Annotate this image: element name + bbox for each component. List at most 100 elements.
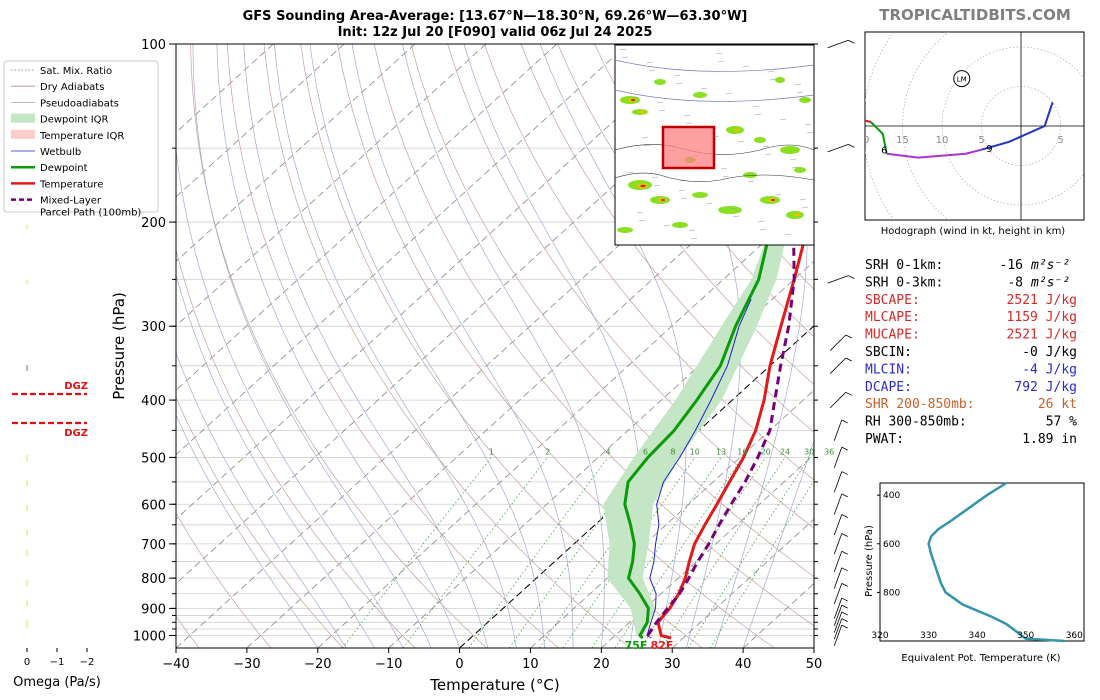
inset-wind-mark [804, 123, 812, 126]
chart-title-line1: GFS Sounding Area-Average: [13.67°N—18.3… [243, 9, 748, 24]
inset-wind-mark [796, 91, 804, 94]
storm-motion-marker [953, 70, 971, 88]
precip-blob [672, 222, 688, 228]
theta-e-x-tick-label: 350 [1017, 631, 1034, 641]
y-tick-label: 500 [141, 451, 166, 466]
zero-isotherm [459, 325, 814, 648]
y-tick-label: 100 [141, 38, 166, 53]
mixing-ratio-label: 20 [761, 447, 771, 456]
hodograph-segment [886, 148, 982, 159]
legend-label: Temperature IQR [39, 131, 124, 142]
mixing-ratio-line [538, 457, 674, 648]
stat-value: 2521 J/kg [1007, 293, 1077, 308]
isotherm [176, 44, 416, 262]
dry-adiabat [557, 44, 814, 385]
surface-dewpoint-label: 75F [625, 639, 648, 652]
wind-barb [833, 493, 848, 515]
x-tick-label: 50 [806, 657, 823, 672]
stat-label: SRH 0-1km: [865, 258, 943, 273]
dry-adiabat [190, 44, 487, 648]
stat-row: RH 300-850mb: 57 % [865, 415, 1077, 430]
inset-wind-mark [806, 131, 814, 134]
hodograph-caption: Hodograph (wind in kt, height in km) [881, 226, 1066, 237]
dry-adiabat [176, 512, 272, 648]
dgz-label: DGZ [64, 428, 88, 439]
precip-blob [692, 192, 708, 198]
stat-value: -16 [1000, 258, 1023, 273]
inset-wind-mark [648, 69, 656, 72]
stat-row: PWAT: 1.89 in [865, 432, 1077, 447]
dgz-label: DGZ [64, 381, 88, 392]
dry-adiabat [226, 44, 559, 648]
wind-barb [833, 597, 848, 619]
stat-label: MLCIN: [865, 362, 912, 377]
pseudoadiabat [539, 44, 687, 648]
stat-row: DCAPE: 792 J/kg [865, 380, 1077, 395]
y-tick-label: 800 [141, 572, 166, 587]
stat-row: SRH 0-3km: -8 m²s⁻² [865, 275, 1070, 290]
inset-wind-mark [688, 229, 696, 232]
wind-barb [833, 533, 848, 555]
mixing-ratio-line [591, 457, 722, 648]
isotherm [176, 44, 345, 198]
legend-item: Wetbulb [11, 147, 81, 158]
wind-barbs [827, 39, 855, 646]
pseudoadiabat [243, 44, 489, 648]
stat-row: MUCAPE: 2521 J/kg [865, 328, 1077, 343]
inset-wind-mark [759, 228, 767, 231]
inset-wind-mark [722, 175, 730, 178]
stat-unit: m²s⁻² [1030, 258, 1070, 273]
y-tick-label: 400 [141, 394, 166, 409]
inset-wind-mark [794, 83, 802, 86]
legend-item: Temperature [11, 179, 103, 190]
inset-wind-mark [646, 61, 654, 64]
stat-label: RH 300-850mb: [865, 415, 967, 430]
mixing-ratio-line [640, 457, 767, 648]
theta-e-line [927, 481, 1065, 643]
legend-label: Dewpoint [40, 163, 88, 174]
mixing-ratio-label: 24 [780, 447, 790, 456]
theta-e-y-tick-label: 600 [883, 540, 900, 550]
dry-adiabat [337, 44, 775, 648]
pseudoadiabat [176, 351, 347, 648]
stat-value: -4 J/kg [1022, 362, 1077, 377]
dry-adiabat [520, 44, 814, 433]
hodograph-height-label: 1 [836, 98, 842, 109]
stat-row: SBCAPE: 2521 J/kg [865, 293, 1077, 308]
wind-barb [827, 144, 855, 153]
inset-wind-mark [621, 56, 629, 59]
isotherm [176, 44, 487, 327]
omega-tick-label: −2 [80, 657, 95, 668]
inset-wind-mark [663, 224, 671, 227]
legend-item: Dry Adiabats [11, 82, 104, 93]
stat-row: SHR 200-850mb: 26 kt [865, 397, 1077, 412]
wind-barb [829, 357, 852, 374]
hodograph: 20 15 10 5 5 1 23 6 9 LM Hodograph (wind in kt, h… [836, 31, 1085, 237]
mixing-ratio-label: 1 [489, 447, 494, 456]
mixing-ratio-line [402, 457, 548, 648]
legend-item: Dewpoint IQR [11, 113, 109, 126]
wind-barb [833, 604, 848, 626]
skew-t-frame [175, 43, 815, 649]
y-tick-label: 200 [141, 216, 166, 231]
mixing-ratio-line [614, 457, 743, 648]
dewpoint-iqr-band [603, 96, 814, 636]
inset-wind-mark [801, 206, 809, 209]
legend-label-line2: Parcel Path (100mb) [40, 208, 141, 219]
isotherm [601, 454, 814, 648]
brand-watermark: TROPICALTIDBITS.COM [879, 6, 1071, 24]
pseudoadiabat [192, 44, 432, 648]
inset-wind-mark [705, 202, 713, 205]
y-tick-label: 1000 [133, 629, 166, 644]
mixing-ratio-line [661, 457, 786, 648]
legend-item: Temperature IQR [11, 129, 124, 142]
dry-adiabat [630, 44, 814, 290]
stat-label: SRH 0-3km: [865, 275, 943, 290]
legend-label: Sat. Mix. Ratio [40, 66, 112, 77]
isotherm [176, 44, 699, 520]
inset-wind-mark [737, 140, 745, 143]
precip-blob [617, 227, 633, 233]
pseudoadiabat [176, 273, 375, 648]
mixing-ratio-label: 36 [824, 447, 834, 456]
